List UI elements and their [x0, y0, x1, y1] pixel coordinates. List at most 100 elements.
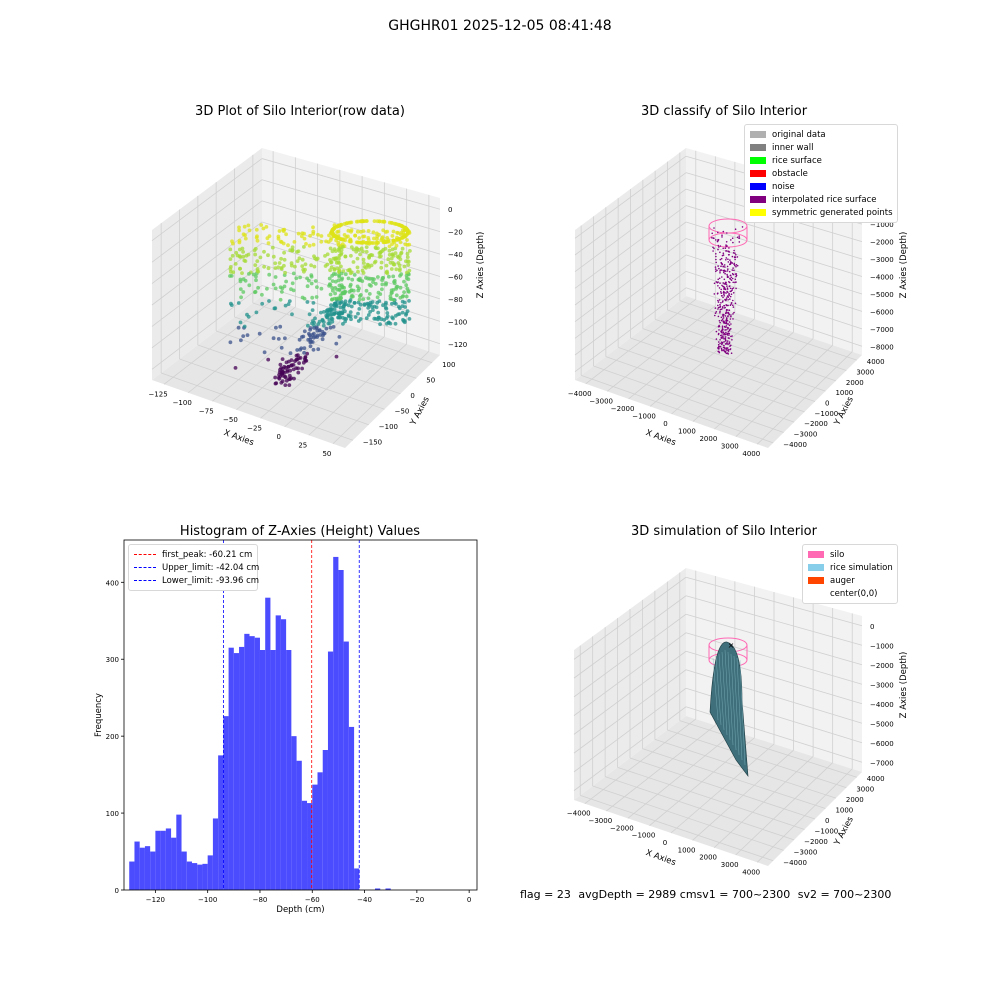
interpolated-point: [726, 250, 728, 252]
raw-data-point: [229, 303, 234, 307]
raw-data-point: [336, 236, 341, 241]
raw-data-point: [400, 224, 404, 229]
raw-data-point: [279, 380, 284, 385]
interpolated-point: [735, 281, 737, 283]
z-tick-label: −4000: [870, 701, 894, 709]
interpolated-point: [725, 352, 728, 355]
interpolated-point: [726, 275, 729, 277]
interpolated-point: [725, 259, 727, 261]
interpolated-point: [727, 343, 729, 346]
raw-data-point: [386, 257, 391, 262]
raw-data-point: [296, 353, 300, 357]
raw-data-point: [302, 231, 306, 236]
grid-line-y: [617, 766, 805, 830]
histogram-bar: [343, 641, 349, 890]
raw-data-point: [313, 279, 318, 283]
raw-data-point: [292, 376, 296, 381]
raw-data-point: [326, 321, 331, 326]
interpolated-point: [718, 320, 721, 322]
raw-data-point: [308, 233, 312, 238]
raw-data-point: [253, 290, 257, 295]
interpolated-point: [735, 275, 737, 278]
raw-data-point: [334, 261, 339, 265]
raw-data-point: [355, 284, 360, 289]
raw-data-point: [300, 264, 305, 268]
interpolated-point: [725, 292, 727, 294]
raw-data-point: [383, 246, 388, 251]
raw-data-point: [340, 290, 345, 295]
interpolated-point: [723, 264, 726, 266]
interpolated-point: [719, 258, 722, 261]
raw-data-point: [238, 279, 243, 284]
raw-data-point: [306, 337, 311, 342]
interpolated-point: [732, 281, 734, 284]
raw-data-point: [343, 299, 348, 304]
raw-data-point: [296, 249, 301, 254]
grid-line-z: [151, 179, 263, 263]
grid-line-x: [284, 336, 385, 428]
raw-data-point: [319, 234, 324, 238]
interpolated-point: [729, 274, 732, 277]
interpolated-point: [732, 267, 734, 269]
raw-data-point: [380, 282, 385, 287]
interpolated-point: [726, 245, 728, 247]
raw-data-point: [400, 310, 405, 315]
legend-item-inner-wall: inner wall: [750, 141, 892, 154]
y-tick-label: 4000: [867, 775, 885, 783]
interpolated-point: [717, 265, 719, 267]
rice-mesh-line: [721, 651, 728, 736]
grid-line-z: [685, 576, 863, 627]
raw-data-point: [388, 294, 393, 298]
interpolated-point: [722, 332, 724, 334]
raw-data-point: [371, 230, 376, 235]
interpolated-point: [736, 236, 739, 239]
interpolated-point: [721, 327, 724, 329]
interpolated-point: [727, 268, 729, 271]
raw-data-point: [389, 291, 394, 295]
raw-data-point: [383, 305, 388, 310]
raw-data-point: [240, 246, 245, 251]
raw-data-point: [334, 256, 339, 260]
raw-data-point: [320, 318, 325, 323]
raw-data-point: [277, 229, 282, 233]
raw-data-point: [289, 363, 294, 368]
interpolated-point: [719, 342, 721, 345]
raw-data-point: [267, 299, 271, 303]
raw-data-point: [368, 277, 372, 281]
raw-data-point: [375, 237, 379, 241]
grid-line-y: [592, 785, 784, 851]
raw-data-point: [364, 219, 369, 223]
interpolated-point: [726, 326, 728, 329]
panel4-title: 3D simulation of Silo Interior: [631, 524, 817, 539]
interpolated-point: [730, 315, 732, 318]
interpolated-point: [719, 303, 721, 306]
z-tick-label: −80: [448, 296, 463, 304]
interpolated-point: [730, 303, 732, 305]
raw-data-point: [283, 383, 288, 387]
raw-data-point: [337, 287, 342, 292]
interpolated-point: [727, 337, 730, 339]
raw-data-point: [362, 261, 366, 265]
legend-item-silo: silo: [808, 548, 892, 561]
x-tick-label: −120: [146, 896, 165, 904]
interpolated-point: [723, 304, 726, 307]
interpolated-point: [717, 341, 720, 343]
interpolated-point: [729, 298, 731, 300]
interpolated-point: [730, 352, 733, 355]
raw-data-point: [303, 355, 308, 359]
raw-data-point: [366, 313, 371, 317]
interpolated-point: [731, 262, 733, 264]
interpolated-point: [727, 258, 729, 261]
raw-data-point: [273, 261, 278, 266]
histogram-bar: [327, 651, 334, 890]
raw-data-point: [381, 228, 386, 233]
interpolated-point: [730, 276, 733, 279]
interpolated-point: [728, 332, 730, 335]
raw-data-point: [266, 253, 270, 258]
raw-data-point: [391, 238, 396, 243]
raw-data-point: [237, 228, 242, 233]
raw-data-point: [313, 316, 317, 321]
raw-data-point: [265, 236, 270, 241]
histogram-bar: [186, 861, 192, 890]
interpolated-point: [725, 340, 727, 342]
